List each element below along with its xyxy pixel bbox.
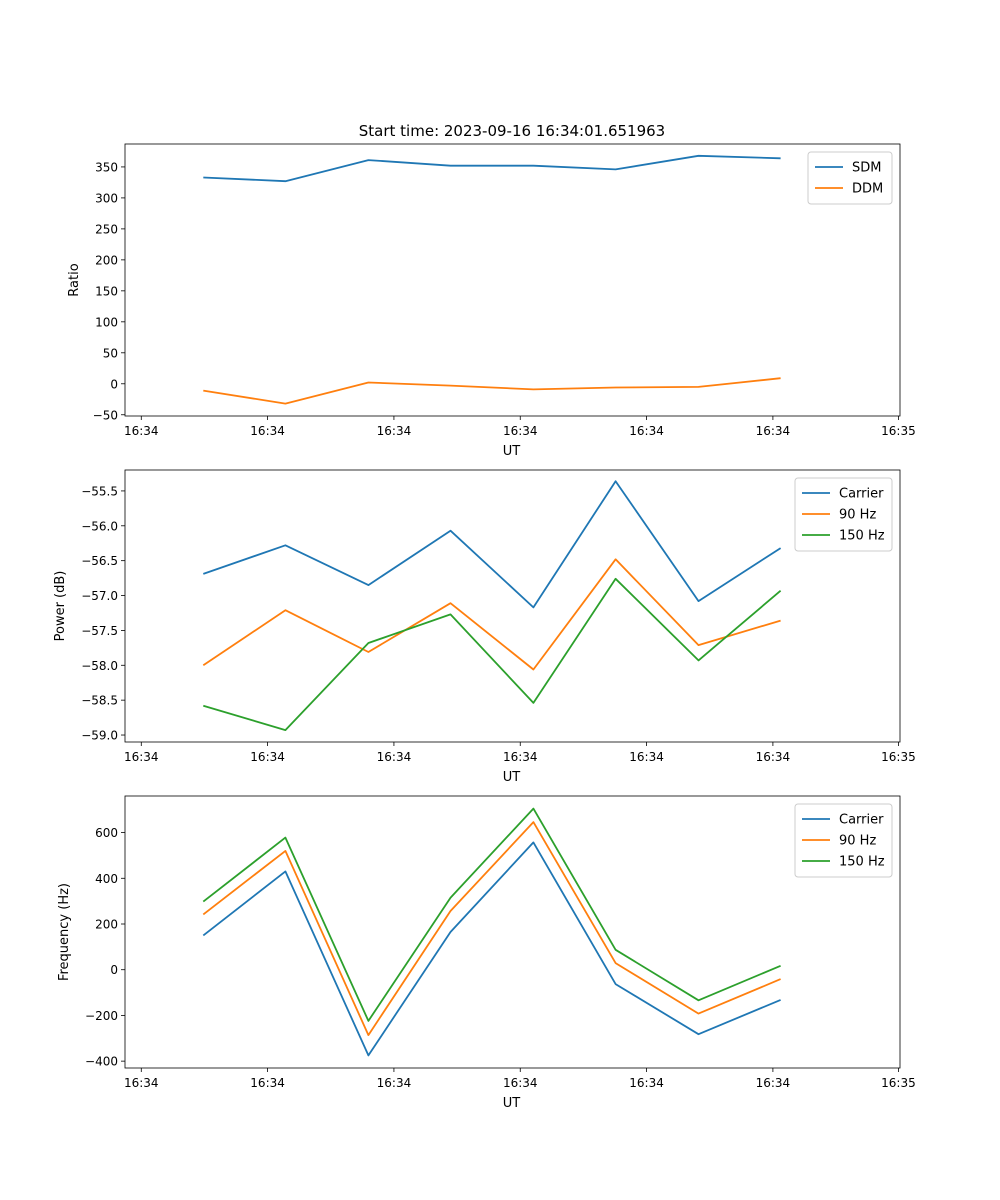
y-tick-label: 600 bbox=[95, 826, 118, 840]
y-tick-label: 350 bbox=[95, 160, 118, 174]
x-tick-label: 16:34 bbox=[250, 424, 285, 438]
frequency-panel: −400 −200 0 200 400 600 16:34 16:34 16:34 16:34 16… bbox=[57, 795, 916, 1111]
y-tick-label: 100 bbox=[95, 315, 118, 329]
series-line-sdm bbox=[203, 154, 781, 183]
y-tick-label: −400 bbox=[85, 1055, 118, 1069]
y-tick-label: 0 bbox=[110, 963, 118, 977]
y-tick-label: −56.5 bbox=[81, 554, 118, 568]
ratio-panel: −50 0 50 100 150 200 250 300 350 16:34 16:34 16:34 1… bbox=[67, 143, 916, 459]
x-tick-label: 16:34 bbox=[629, 424, 664, 438]
x-tick-label: 16:35 bbox=[881, 424, 916, 438]
x-tick-label: 16:34 bbox=[629, 750, 664, 764]
x-tick-label: 16:34 bbox=[503, 424, 538, 438]
chart-title: Start time: 2023-09-16 16:34:01.651963 bbox=[359, 122, 665, 140]
y-tick-label: 250 bbox=[95, 222, 118, 236]
y-tick-label: −57.0 bbox=[81, 589, 118, 603]
y-tick-label: −200 bbox=[85, 1009, 118, 1023]
x-tick-label: 16:34 bbox=[503, 1076, 538, 1090]
legend-label: 90 Hz bbox=[839, 508, 876, 523]
x-tick-label: 16:34 bbox=[629, 1076, 664, 1090]
legend-box bbox=[794, 803, 893, 878]
axes-frame bbox=[124, 469, 901, 743]
legend-label: 90 Hz bbox=[839, 834, 876, 849]
y-tick-label: −58.5 bbox=[81, 694, 118, 708]
y-axis-label: Power (dB) bbox=[53, 571, 68, 642]
x-tick-label: 16:34 bbox=[250, 1076, 285, 1090]
x-axis-label: UT bbox=[503, 770, 521, 785]
y-tick-label: −58.0 bbox=[81, 659, 118, 673]
x-tick-label: 16:34 bbox=[503, 750, 538, 764]
legend-label: Carrier bbox=[839, 487, 884, 502]
legend-box bbox=[807, 151, 893, 205]
x-tick-label: 16:34 bbox=[250, 750, 285, 764]
series-line-90-hz bbox=[202, 821, 781, 1036]
series-line-ddm bbox=[203, 377, 781, 405]
y-tick-label: −59.0 bbox=[81, 729, 118, 743]
series-line-carrier bbox=[202, 841, 781, 1057]
x-tick-label: 16:34 bbox=[756, 424, 791, 438]
y-tick-label: 200 bbox=[95, 918, 118, 932]
legend-box bbox=[794, 477, 893, 552]
series-line-carrier bbox=[203, 480, 782, 609]
y-tick-label: 50 bbox=[103, 346, 118, 360]
x-tick-label: 16:34 bbox=[756, 1076, 791, 1090]
legend-label: 150 Hz bbox=[839, 529, 885, 544]
axes-frame bbox=[124, 143, 901, 417]
x-axis-label: UT bbox=[503, 444, 521, 459]
series-line-90-hz bbox=[202, 558, 781, 671]
x-tick-label: 16:35 bbox=[881, 1076, 916, 1090]
x-tick-label: 16:34 bbox=[377, 1076, 412, 1090]
power-panel: −59.0 −58.5 −58.0 −57.5 −57.0 −56.5 −56.0 −55.5… bbox=[53, 469, 916, 785]
legend-label: DDM bbox=[852, 182, 883, 197]
y-axis-label: Ratio bbox=[67, 263, 82, 296]
x-tick-label: 16:34 bbox=[377, 750, 412, 764]
y-tick-label: 150 bbox=[95, 284, 118, 298]
x-tick-label: 16:35 bbox=[881, 750, 916, 764]
legend-label: 150 Hz bbox=[839, 855, 885, 870]
x-axis-label: UT bbox=[503, 1096, 521, 1111]
x-tick-label: 16:34 bbox=[377, 424, 412, 438]
series-line-150-hz bbox=[202, 807, 781, 1022]
x-tick-label: 16:34 bbox=[124, 1076, 159, 1090]
series-line-150-hz bbox=[203, 577, 782, 731]
y-tick-label: −56.0 bbox=[81, 519, 118, 533]
axes-frame bbox=[124, 795, 901, 1069]
x-tick-label: 16:34 bbox=[756, 750, 791, 764]
y-tick-label: 200 bbox=[95, 253, 118, 267]
y-tick-label: −55.5 bbox=[81, 484, 118, 498]
x-tick-label: 16:34 bbox=[124, 424, 159, 438]
y-tick-label: 400 bbox=[95, 872, 118, 886]
y-tick-label: −50 bbox=[93, 408, 118, 422]
y-tick-label: −57.5 bbox=[81, 624, 118, 638]
legend-label: SDM bbox=[852, 161, 881, 176]
y-axis-label: Frequency (Hz) bbox=[57, 883, 72, 981]
y-tick-label: 300 bbox=[95, 191, 118, 205]
legend-label: Carrier bbox=[839, 813, 884, 828]
y-tick-label: 0 bbox=[110, 377, 118, 391]
x-tick-label: 16:34 bbox=[124, 750, 159, 764]
